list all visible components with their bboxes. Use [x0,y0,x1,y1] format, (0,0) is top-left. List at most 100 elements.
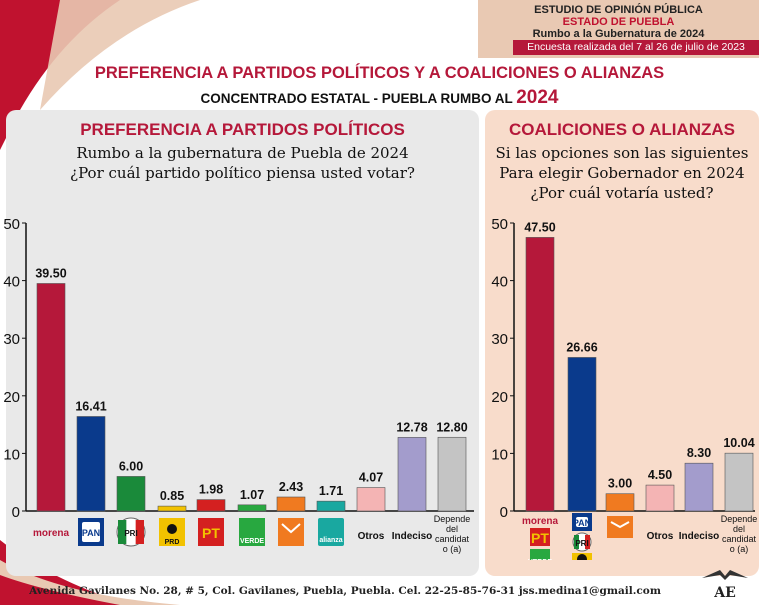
data-label: 10.04 [723,436,754,450]
data-label: 2.43 [279,480,303,494]
PRI-logo-icon: PRI [572,532,592,552]
verde-logo-text: VERDE [528,559,552,560]
bar [397,437,427,512]
category-label-line: Depende [721,514,758,524]
coalition-chart-title: COALICIONES O ALIANZAS [508,120,736,139]
category-label-line: o (a) [443,544,462,554]
verde-logo-text: VERDE [240,538,264,545]
PRI-logo-icon: PRI [116,517,146,547]
bar [437,436,467,512]
prd-logo-sun [577,554,587,560]
category-label-line: o (a) [730,544,749,554]
company-logo: AE [700,568,750,600]
y-tick-label: 10 [3,446,20,463]
header-goal: Rumbo a la Gubernatura de 2024 [532,28,705,40]
pri-logo-green [118,520,127,544]
data-label: 16.41 [75,399,106,413]
party-question-2: ¿Por cuál partido político piensa usted … [70,164,415,182]
y-tick-label: 10 [491,446,508,463]
bar [645,484,675,512]
morena-logo-icon: morena [33,528,70,539]
pri-logo-text: PRI [575,539,588,548]
bar [684,462,714,512]
data-label: 0.85 [160,489,184,503]
mc-logo-eagle [281,523,301,534]
alianza-logo-icon: alianza [318,518,344,546]
sub-title: CONCENTRADO ESTATAL - PUEBLA RUMBO AL 20… [0,87,759,109]
bar [525,237,555,512]
category-label-line: candidat [435,534,470,544]
morena-logo-text: morena [522,516,559,527]
bar [36,283,66,512]
data-label: 6.00 [119,459,143,473]
y-tick-label: 0 [500,504,508,521]
category-label-line: Depende [434,514,471,524]
data-label: 1.71 [319,484,343,498]
pan-logo-text: PAN [82,528,100,538]
pt-logo-text: PT [202,525,220,541]
pt-logo-text: PT [531,530,549,546]
bar [76,416,106,512]
coalition-pan-logos: PAN PRI PRD [572,513,592,560]
PT-logo-icon: PT [530,528,550,546]
data-label: 4.50 [648,468,672,482]
prd-logo-sun [167,524,177,534]
coalition-question-1: Si las opciones son las siguientes [495,144,749,162]
coalition-question-2: Para elegir Gobernador en 2024 [499,164,745,182]
bar [237,504,267,512]
pt-logo-bg [530,528,550,546]
bar [605,493,635,512]
category-label: Indeciso [679,531,720,542]
bar [276,496,306,512]
data-label: 8.30 [687,446,711,460]
top-left-red-swoosh [0,0,120,150]
bar [116,476,146,512]
pri-logo-green [574,535,579,549]
data-label: 26.66 [566,340,597,354]
PAN-logo-icon: PAN [78,518,104,546]
party-question-1: Rumbo a la gubernatura de Puebla de 2024 [76,144,409,162]
coalition-morena-logos: morena PT VERDE [522,516,559,560]
data-label: 39.50 [35,266,66,280]
sub-title-year: 2024 [516,87,559,108]
data-label: 12.80 [436,420,467,434]
survey-dates-bar: Encuesta realizada del 7 al 26 de julio … [513,40,759,55]
alianza-logo-bg [318,518,344,546]
pri-logo-red [135,520,144,544]
data-label: 4.07 [359,471,383,485]
y-tick-label: 30 [3,331,20,348]
category-label-line: del [446,524,458,534]
pri-logo-red [585,535,590,549]
pan-logo-inner [82,522,100,542]
bar [196,499,226,512]
category-label: Otros [647,531,674,542]
data-label: 47.50 [524,220,555,234]
footer-contact: Avenida Gavilanes No. 28, # 5, Col. Gavi… [29,585,661,597]
y-tick-label: 0 [12,504,20,521]
pan-logo-text: PAN [573,518,591,528]
VERDE-logo-icon: VERDE [528,549,552,560]
party-chart-title: PREFERENCIA A PARTIDOS POLÍTICOS [80,120,405,139]
sub-title-text: CONCENTRADO ESTATAL - PUEBLA RUMBO AL [200,91,513,106]
coalition-question-3: ¿Por cuál votaría usted? [530,184,714,202]
PRD-logo-icon: PRD [159,518,185,546]
bar [157,505,187,512]
category-label: Otros [358,531,385,542]
bottom-left-red-swoosh [0,540,130,605]
prd-logo-text: PRD [165,539,180,546]
y-tick-label: 40 [491,274,508,291]
header-study: ESTUDIO DE OPINIÓN PÚBLICA [534,4,703,16]
MC-logo-icon [607,516,633,538]
category-label: Indeciso [392,531,433,542]
alianza-logo-text: alianza [319,537,342,544]
party-bar-chart: 0 10 20 30 40 50 39.50 16.41 6.00 0.85 1.98 1.07 2.4… [3,216,474,554]
PT-logo-icon: PT [198,518,224,546]
y-tick-label: 50 [3,216,20,233]
verde-logo-bg [239,518,265,546]
pt-logo-bg [198,518,224,546]
morena-logo-text: morena [33,528,70,539]
main-title: PREFERENCIA A PARTIDOS POLÍTICOS Y A COA… [94,64,665,82]
bar [316,500,346,512]
category-label-line: candidat [722,534,757,544]
